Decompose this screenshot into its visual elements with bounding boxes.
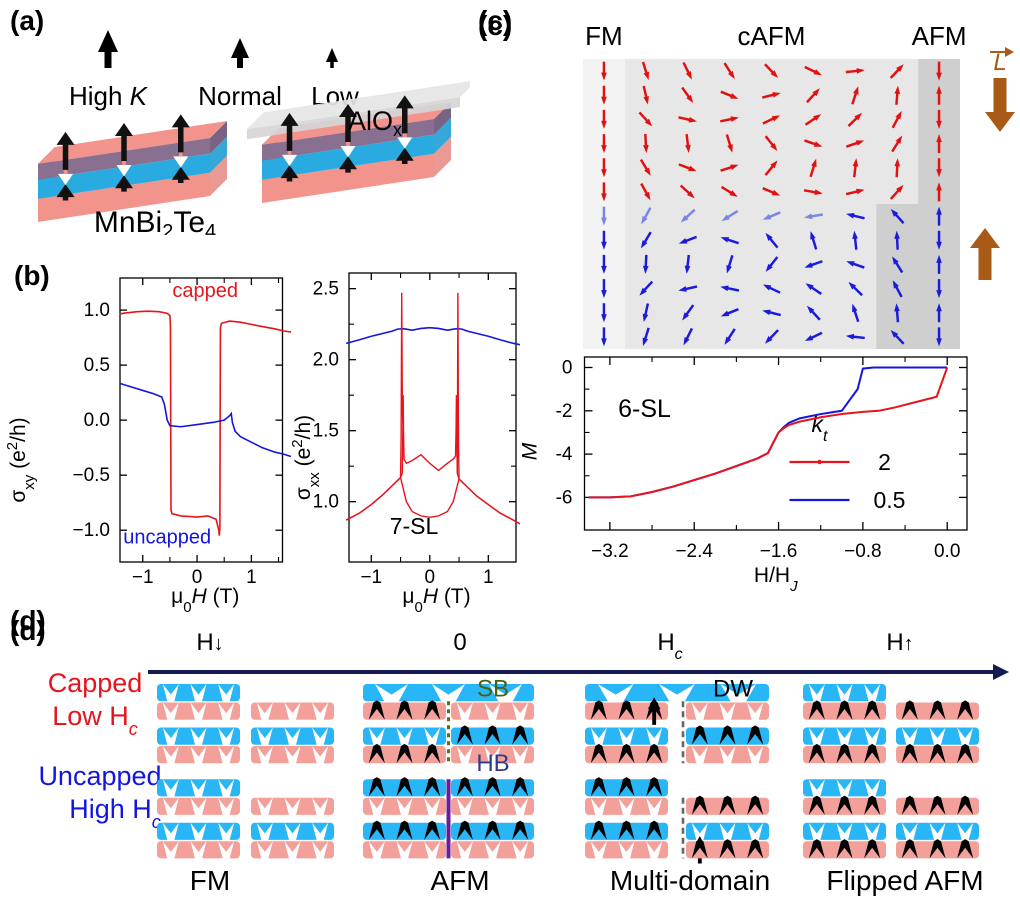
svg-text:−1: −1 <box>132 567 154 588</box>
svg-text:Normal: Normal <box>198 81 282 111</box>
svg-text:Multi-domain: Multi-domain <box>610 865 770 896</box>
svg-text:FM: FM <box>585 21 623 51</box>
svg-text:1.5: 1.5 <box>313 421 339 442</box>
svg-text:1.0: 1.0 <box>84 300 110 321</box>
svg-text:1.0: 1.0 <box>313 492 339 513</box>
svg-text:AFM: AFM <box>912 21 967 51</box>
svg-text:HB: HB <box>476 750 509 777</box>
svg-text:M: M <box>519 442 542 460</box>
svg-text:AFM: AFM <box>430 865 489 896</box>
svg-text:0.0: 0.0 <box>934 541 960 562</box>
svg-text:uncapped: uncapped <box>123 526 211 548</box>
svg-text:−3.2: −3.2 <box>591 541 629 562</box>
svg-text:Hc: Hc <box>657 629 682 663</box>
svg-text:−0.5: −0.5 <box>72 465 110 486</box>
svg-text:0: 0 <box>562 358 573 379</box>
svg-text:2.5: 2.5 <box>313 279 339 300</box>
svg-text:Flipped AFM: Flipped AFM <box>826 865 983 896</box>
svg-text:σxy (e2/h): σxy (e2/h) <box>4 417 38 502</box>
svg-text:H/HJ: H/HJ <box>754 564 798 595</box>
svg-text:(b): (b) <box>14 260 50 291</box>
svg-text:−2.4: −2.4 <box>675 541 713 562</box>
svg-text:Uncapped: Uncapped <box>38 761 161 791</box>
svg-text:FM: FM <box>190 865 230 896</box>
svg-text:Low Hc: Low Hc <box>52 701 138 739</box>
svg-text:Capped: Capped <box>48 668 143 698</box>
svg-text:(d): (d) <box>10 615 46 646</box>
svg-text:High Hc: High Hc <box>69 794 161 832</box>
svg-text:DW: DW <box>713 676 753 703</box>
svg-text:H↑: H↑ <box>886 629 913 656</box>
svg-text:6-SL: 6-SL <box>618 395 671 423</box>
svg-text:2.0: 2.0 <box>313 350 339 371</box>
svg-text:0: 0 <box>453 629 466 656</box>
svg-text:-2: -2 <box>556 401 573 422</box>
svg-text:−1.0: −1.0 <box>72 520 110 541</box>
svg-text:(c): (c) <box>478 10 512 41</box>
svg-text:High K: High K <box>69 81 149 111</box>
svg-text:-6: -6 <box>556 487 573 508</box>
svg-text:SB: SB <box>477 676 509 703</box>
svg-text:−1: −1 <box>360 567 382 588</box>
svg-text:L: L <box>993 49 1006 76</box>
svg-text:H↓: H↓ <box>196 629 223 656</box>
svg-text:0.0: 0.0 <box>84 410 110 431</box>
svg-text:0.5: 0.5 <box>84 355 110 376</box>
svg-text:1: 1 <box>246 567 257 588</box>
svg-text:−0.8: −0.8 <box>844 541 882 562</box>
svg-text:2: 2 <box>878 449 891 475</box>
svg-text:0.5: 0.5 <box>874 487 906 513</box>
svg-text:MnBi2Te4: MnBi2Te4 <box>94 206 216 235</box>
svg-text:−1.6: −1.6 <box>760 541 798 562</box>
svg-text:cAFM: cAFM <box>738 21 806 51</box>
svg-text:-4: -4 <box>556 444 573 465</box>
svg-text:capped: capped <box>172 280 238 302</box>
